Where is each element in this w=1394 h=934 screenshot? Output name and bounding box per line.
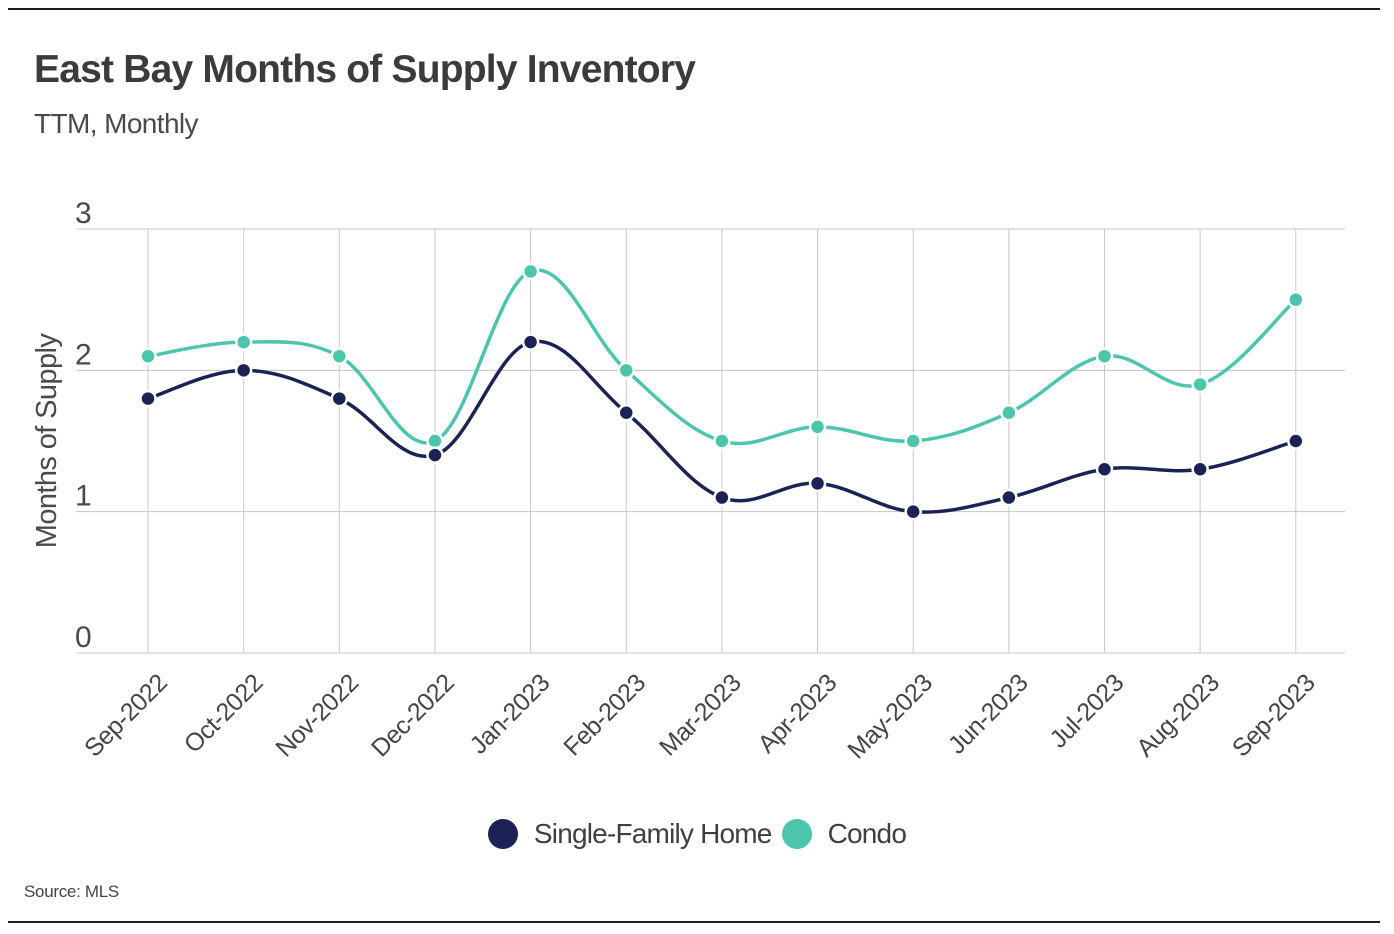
legend-item-single-family[interactable]: Single-Family Home bbox=[487, 818, 772, 850]
legend-marker-single-family bbox=[487, 819, 518, 849]
data-point-condo-jan-2023 bbox=[521, 262, 540, 281]
data-point-single-family-home-dec-2022 bbox=[426, 446, 444, 464]
legend-label-single-family: Single-Family Home bbox=[533, 818, 772, 849]
legend-item-condo[interactable]: Condo bbox=[781, 818, 907, 850]
data-point-single-family-home-nov-2022 bbox=[330, 389, 349, 408]
data-point-condo-jul-2023 bbox=[1095, 347, 1114, 365]
top-rule bbox=[8, 8, 1380, 10]
x-tick-label-apr-2023: Apr-2023 bbox=[753, 669, 843, 759]
data-point-single-family-home-oct-2022 bbox=[234, 361, 253, 380]
data-point-condo-sep-2022 bbox=[139, 347, 157, 365]
data-point-single-family-home-apr-2023 bbox=[808, 474, 827, 493]
data-point-condo-nov-2022 bbox=[330, 347, 349, 365]
data-point-condo-dec-2022 bbox=[426, 432, 444, 450]
x-tick-label-nov-2022: Nov-2022 bbox=[270, 669, 364, 763]
data-point-condo-apr-2023 bbox=[808, 418, 827, 436]
data-point-single-family-home-may-2023 bbox=[904, 502, 922, 521]
x-tick-label-jan-2023: Jan-2023 bbox=[465, 669, 556, 760]
x-tick-label-jul-2023: Jul-2023 bbox=[1044, 669, 1129, 754]
y-tick-label-1: 1 bbox=[75, 480, 92, 513]
y-tick-label-2: 2 bbox=[75, 338, 92, 371]
x-tick-label-sep-2023: Sep-2023 bbox=[1227, 669, 1321, 763]
x-tick-label-sep-2022: Sep-2022 bbox=[79, 669, 173, 763]
data-point-condo-jun-2023 bbox=[1000, 403, 1018, 422]
x-tick-label-aug-2023: Aug-2023 bbox=[1131, 669, 1225, 763]
data-point-single-family-home-feb-2023 bbox=[617, 403, 635, 422]
data-point-single-family-home-aug-2023 bbox=[1191, 460, 1209, 479]
data-point-single-family-home-sep-2022 bbox=[139, 389, 157, 408]
source-note: Source: MLS bbox=[24, 882, 119, 901]
data-point-condo-oct-2022 bbox=[234, 333, 253, 351]
x-tick-label-oct-2022: Oct-2022 bbox=[179, 669, 269, 759]
data-point-condo-may-2023 bbox=[904, 432, 922, 450]
data-point-single-family-home-sep-2023 bbox=[1287, 432, 1305, 450]
y-tick-label-0: 0 bbox=[75, 621, 92, 654]
x-tick-label-dec-2022: Dec-2022 bbox=[366, 669, 460, 763]
data-point-condo-sep-2023 bbox=[1287, 290, 1305, 309]
data-point-single-family-home-jun-2023 bbox=[1000, 488, 1018, 507]
y-axis-label: Months of Supply bbox=[31, 333, 63, 549]
data-point-single-family-home-mar-2023 bbox=[713, 488, 731, 507]
chart-subtitle: TTM, Monthly bbox=[34, 108, 199, 139]
data-point-single-family-home-jan-2023 bbox=[521, 333, 540, 351]
chart-title: East Bay Months of Supply Inventory bbox=[34, 48, 696, 91]
legend: Single-Family Home Condo bbox=[0, 818, 1394, 850]
legend-label-condo: Condo bbox=[827, 818, 907, 849]
data-point-condo-aug-2023 bbox=[1191, 375, 1209, 394]
legend-marker-condo bbox=[781, 819, 812, 849]
x-tick-label-may-2023: May-2023 bbox=[842, 669, 938, 765]
data-point-condo-feb-2023 bbox=[617, 361, 635, 380]
data-point-condo-mar-2023 bbox=[713, 432, 731, 450]
x-tick-label-jun-2023: Jun-2023 bbox=[943, 669, 1034, 760]
x-tick-label-mar-2023: Mar-2023 bbox=[654, 669, 747, 762]
data-point-single-family-home-jul-2023 bbox=[1095, 460, 1114, 479]
x-tick-label-feb-2023: Feb-2023 bbox=[558, 669, 651, 762]
bottom-rule bbox=[8, 921, 1380, 923]
y-tick-label-3: 3 bbox=[75, 197, 92, 230]
